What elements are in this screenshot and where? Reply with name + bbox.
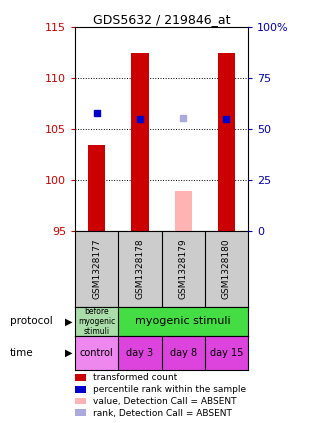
Text: GSM1328178: GSM1328178 — [135, 238, 145, 299]
Text: value, Detection Call = ABSENT: value, Detection Call = ABSENT — [93, 397, 236, 406]
Text: day 8: day 8 — [170, 348, 197, 358]
Bar — [118, 336, 162, 370]
Text: percentile rank within the sample: percentile rank within the sample — [93, 385, 246, 394]
Text: before
myogenic
stimuli: before myogenic stimuli — [78, 307, 116, 336]
Bar — [218, 53, 235, 231]
Bar — [175, 191, 192, 231]
Text: ▶: ▶ — [65, 316, 73, 327]
Text: GSM1328179: GSM1328179 — [179, 238, 188, 299]
Bar — [205, 336, 248, 370]
Text: control: control — [80, 348, 114, 358]
Text: time: time — [10, 348, 33, 358]
Text: transformed count: transformed count — [93, 373, 177, 382]
Text: myogenic stimuli: myogenic stimuli — [135, 316, 231, 327]
Bar — [75, 307, 118, 336]
Title: GDS5632 / 219846_at: GDS5632 / 219846_at — [93, 14, 230, 26]
Text: day 3: day 3 — [126, 348, 154, 358]
Bar — [88, 145, 105, 231]
Bar — [162, 336, 205, 370]
Text: ▶: ▶ — [65, 348, 73, 358]
Bar — [75, 336, 118, 370]
Text: GSM1328177: GSM1328177 — [92, 238, 101, 299]
Text: day 15: day 15 — [210, 348, 243, 358]
Bar — [118, 307, 248, 336]
Bar — [131, 53, 148, 231]
Text: GSM1328180: GSM1328180 — [222, 238, 231, 299]
Text: rank, Detection Call = ABSENT: rank, Detection Call = ABSENT — [93, 409, 232, 418]
Text: protocol: protocol — [10, 316, 52, 327]
